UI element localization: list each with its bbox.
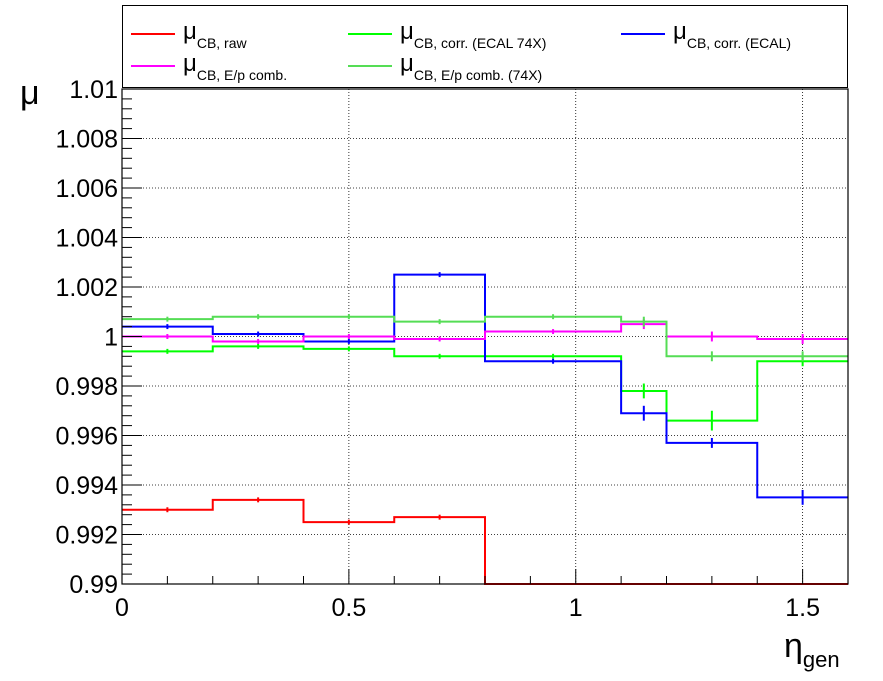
x-tick-label: 0.5	[331, 594, 366, 622]
legend-mu: μ	[400, 50, 414, 77]
legend-mu: μ	[183, 50, 197, 77]
series-ep74x	[122, 314, 848, 362]
series-corr	[122, 272, 848, 505]
x-axis-title-main: η	[784, 627, 803, 665]
legend-mu: μ	[400, 18, 414, 45]
legend-label: CB, E/p comb.	[196, 67, 288, 83]
legend-label: CB, raw	[196, 35, 247, 51]
y-tick-label: 0.998	[55, 373, 118, 401]
y-tick-label: 0.992	[55, 522, 118, 550]
y-tick-label: 1.004	[55, 225, 118, 253]
legend-swatch	[348, 33, 392, 35]
x-tick-label: 1.5	[785, 594, 820, 622]
legend-swatch	[621, 33, 665, 35]
legend-item-ep: μCB, E/p comb.	[131, 50, 341, 83]
x-axis-title-sub: gen	[803, 647, 840, 672]
legend-item-corr74x: μCB, corr. (ECAL 74X)	[348, 18, 588, 51]
series-line-ep74x	[122, 315, 848, 358]
tick-labels: 0.99 0.992 0.994 0.996 0.998 1 1.002 1.004 1.006…	[55, 76, 820, 622]
legend-label: CB, corr. (ECAL)	[686, 35, 792, 51]
y-tick-label: 1.01	[69, 76, 118, 104]
legend-label: CB, corr. (ECAL 74X)	[413, 35, 547, 51]
legend: μCB, raw μCB, corr. (ECAL 74X) μCB, corr…	[122, 5, 848, 88]
x-tick-label: 1	[569, 594, 583, 622]
legend-swatch	[131, 65, 175, 67]
series-layer	[122, 272, 848, 585]
legend-swatch	[131, 33, 175, 35]
y-tick-label: 1.008	[55, 126, 118, 154]
series-raw	[122, 497, 848, 585]
x-tick-label: 0	[115, 594, 129, 622]
y-axis-title: μ	[20, 74, 40, 112]
y-tick-label: 0.994	[55, 472, 118, 500]
series-line-raw	[122, 498, 848, 585]
legend-item-ep74x: μCB, E/p comb. (74X)	[348, 50, 588, 83]
legend-item-raw: μCB, raw	[131, 18, 341, 51]
y-tick-label: 1	[104, 324, 118, 352]
y-tick-label: 1.006	[55, 175, 118, 203]
legend-item-corr: μCB, corr. (ECAL)	[621, 18, 841, 51]
legend-mu: μ	[183, 18, 197, 45]
y-tick-label: 0.996	[55, 423, 118, 451]
y-tick-label: 0.99	[69, 571, 118, 599]
legend-label: CB, E/p comb. (74X)	[413, 67, 543, 83]
x-axis-title: ηgen	[784, 627, 840, 672]
y-tick-label: 1.002	[55, 274, 118, 302]
axis-ticks	[121, 88, 849, 585]
legend-swatch	[348, 65, 392, 67]
legend-mu: μ	[673, 18, 687, 45]
